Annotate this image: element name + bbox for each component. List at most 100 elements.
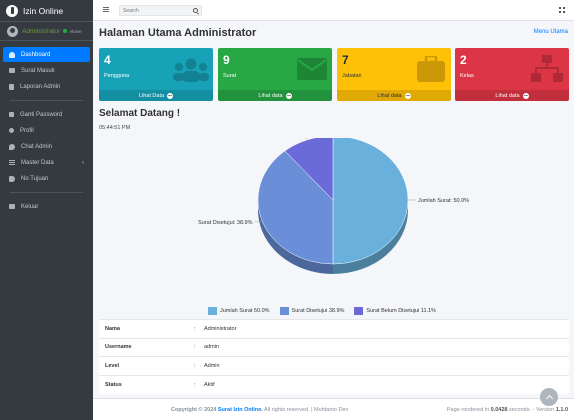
table-value: Admin: [204, 356, 569, 375]
box-label: Jabatan: [342, 73, 362, 79]
footer-render-info: Page rendered in 0.0428 seconds. - Versi…: [447, 407, 568, 413]
table-row: Status : Aktif: [99, 374, 569, 394]
sidebar-item-label: Dashboard: [21, 51, 51, 58]
footer-brand-link[interactable]: Surat Izin Online.: [217, 407, 263, 413]
sidebar-item-label: No Tujuan: [21, 175, 49, 182]
sidebar-item-label: Laporan Admin: [20, 83, 61, 90]
box-label: Kelas: [460, 73, 474, 79]
box-label: Pengguna: [104, 73, 130, 79]
table-separator: :: [194, 374, 204, 394]
legend-label: Jumlah Surat 50.0%: [220, 308, 270, 314]
footer-copyright: Copyright © 2024 Surat Izin Online. All …: [171, 407, 348, 413]
table-key: Status: [99, 374, 194, 394]
welcome-title: Selamat Datang !: [99, 108, 181, 119]
top-navbar: [93, 0, 574, 21]
version: 1.1.0: [555, 407, 568, 413]
pie-slice-0[interactable]: [332, 138, 409, 265]
footer-rights: All rights reserved. | Muhtanto Dev: [264, 407, 349, 413]
box-number: 7: [342, 53, 349, 67]
sidebar-item-dashboard[interactable]: Dashboard: [3, 47, 90, 62]
pie-callout-label-1: Surat Disetujui: 38.9%: [198, 220, 253, 226]
sidebar-item-label: Keluar: [21, 203, 39, 210]
gauge-icon: [9, 51, 15, 58]
brand-link[interactable]: Izin Online: [0, 0, 93, 22]
user-name[interactable]: Administrator: [22, 27, 61, 35]
sidebar-item-chat-admin[interactable]: Chat Admin: [3, 139, 90, 154]
sidebar-item-profil[interactable]: Profil: [3, 123, 90, 138]
breadcrumb-menu-utama[interactable]: Menu Utama: [533, 29, 568, 35]
table-row: Nama : Administrator: [99, 319, 569, 338]
copyright-text: Copyright © 2024: [171, 407, 217, 413]
box-more-info-link[interactable]: Lihat Data: [99, 90, 213, 101]
users-icon: [173, 58, 209, 82]
small-box-surat: 9 Surat Lihat data: [218, 48, 332, 101]
table-key: Nama: [99, 319, 194, 338]
box-footer-label: Lihat data: [495, 92, 520, 99]
pie-chart: Jumlah Surat: 50.0% Surat Disetujui: 38.9…: [198, 138, 469, 274]
page-title: Halaman Utama Administrator: [99, 27, 257, 39]
chevron-up-icon: [545, 394, 553, 402]
legend-label: Surat Belum Disetujui 11.1%: [366, 308, 437, 314]
sidebar-item-label: Profil: [20, 127, 34, 134]
table-row: Username : admin: [99, 337, 569, 357]
pie-callout-label-0: Jumlah Surat: 50.0%: [418, 198, 469, 204]
table-value: Administrator: [204, 319, 569, 338]
envelope-icon: [297, 58, 327, 80]
chart-legend: Jumlah Surat 50.0% Surat Disetujui 38.9%…: [208, 307, 436, 315]
grid-apps-icon[interactable]: [559, 7, 565, 13]
profile-table: Nama : Administrator Username : admin Le…: [99, 319, 569, 394]
box-more-info-link[interactable]: Lihat data: [455, 90, 569, 101]
box-footer-label: Lihat data: [258, 92, 283, 99]
box-footer-label: Lihat data: [377, 92, 402, 99]
sitemap-icon: [531, 55, 563, 82]
scroll-to-top-button[interactable]: [540, 388, 558, 406]
legend-swatch: [208, 307, 217, 315]
sidebar: Izin Online Administrator Aktive Dashboa…: [0, 0, 93, 420]
small-box-pengguna: 4 Pengguna Lihat Data: [99, 48, 213, 101]
sidebar-item-label: Ganti Password: [20, 111, 63, 118]
box-label: Surat: [223, 73, 237, 79]
sidebar-item-keluar[interactable]: Keluar: [3, 199, 90, 214]
table-separator: :: [194, 319, 204, 338]
chevron-left-icon: ‹: [82, 159, 84, 166]
user-avatar-icon: [7, 25, 18, 37]
clock-time: 05:44:51 PM: [99, 125, 131, 131]
user-panel[interactable]: Administrator Aktive: [0, 22, 93, 41]
arrow-circle-right-icon: [285, 92, 292, 99]
pie-slices-layer: [257, 138, 409, 265]
sidebar-item-label: Surat Masuk: [21, 67, 55, 74]
search-input[interactable]: [123, 6, 189, 15]
search-icon[interactable]: [193, 8, 198, 13]
legend-item-jumlah-surat[interactable]: Jumlah Surat 50.0%: [208, 307, 270, 315]
box-footer-label: Lihat Data: [138, 92, 165, 99]
small-box-jabatan: 7 Jabatan Lihat data: [337, 48, 451, 101]
sidebar-item-ganti-password[interactable]: Ganti Password: [3, 107, 90, 122]
user-icon: [9, 128, 14, 133]
box-more-info-link[interactable]: Lihat data: [337, 90, 451, 101]
document-icon: [9, 83, 14, 90]
mail-icon: [9, 68, 15, 73]
legend-item-surat-belum-disetujui[interactable]: Surat Belum Disetujui 11.1%: [354, 307, 436, 315]
sidebar-item-laporan-admin[interactable]: Laporan Admin: [3, 79, 90, 94]
sidebar-item-no-tujuan[interactable]: No Tujuan: [3, 171, 90, 186]
box-more-info-link[interactable]: Lihat data: [218, 90, 332, 101]
legend-label: Surat Disetujui 38.9%: [291, 308, 345, 314]
sidebar-item-master-data[interactable]: Master Data ‹: [3, 155, 90, 170]
sidebar-item-surat-masuk[interactable]: Surat Masuk: [3, 63, 90, 78]
legend-item-surat-disetujui[interactable]: Surat Disetujui 38.9%: [279, 307, 345, 315]
table-key: Level: [99, 356, 194, 375]
online-status-icon: [63, 29, 68, 33]
lock-icon: [9, 112, 14, 117]
legend-swatch: [279, 307, 289, 315]
table-value: Aktif: [204, 374, 569, 394]
info-circle-icon: [6, 4, 18, 17]
hamburger-menu-icon[interactable]: [103, 7, 109, 12]
sidebar-item-label: Master Data: [21, 159, 54, 166]
search-form: [119, 5, 202, 16]
arrow-circle-right-icon: [167, 92, 174, 99]
box-number: 9: [223, 53, 230, 67]
render-suffix: seconds. - Version: [508, 407, 555, 413]
table-key: Username: [99, 337, 194, 357]
list-icon: [9, 160, 15, 165]
user-status: Aktive: [69, 28, 82, 34]
